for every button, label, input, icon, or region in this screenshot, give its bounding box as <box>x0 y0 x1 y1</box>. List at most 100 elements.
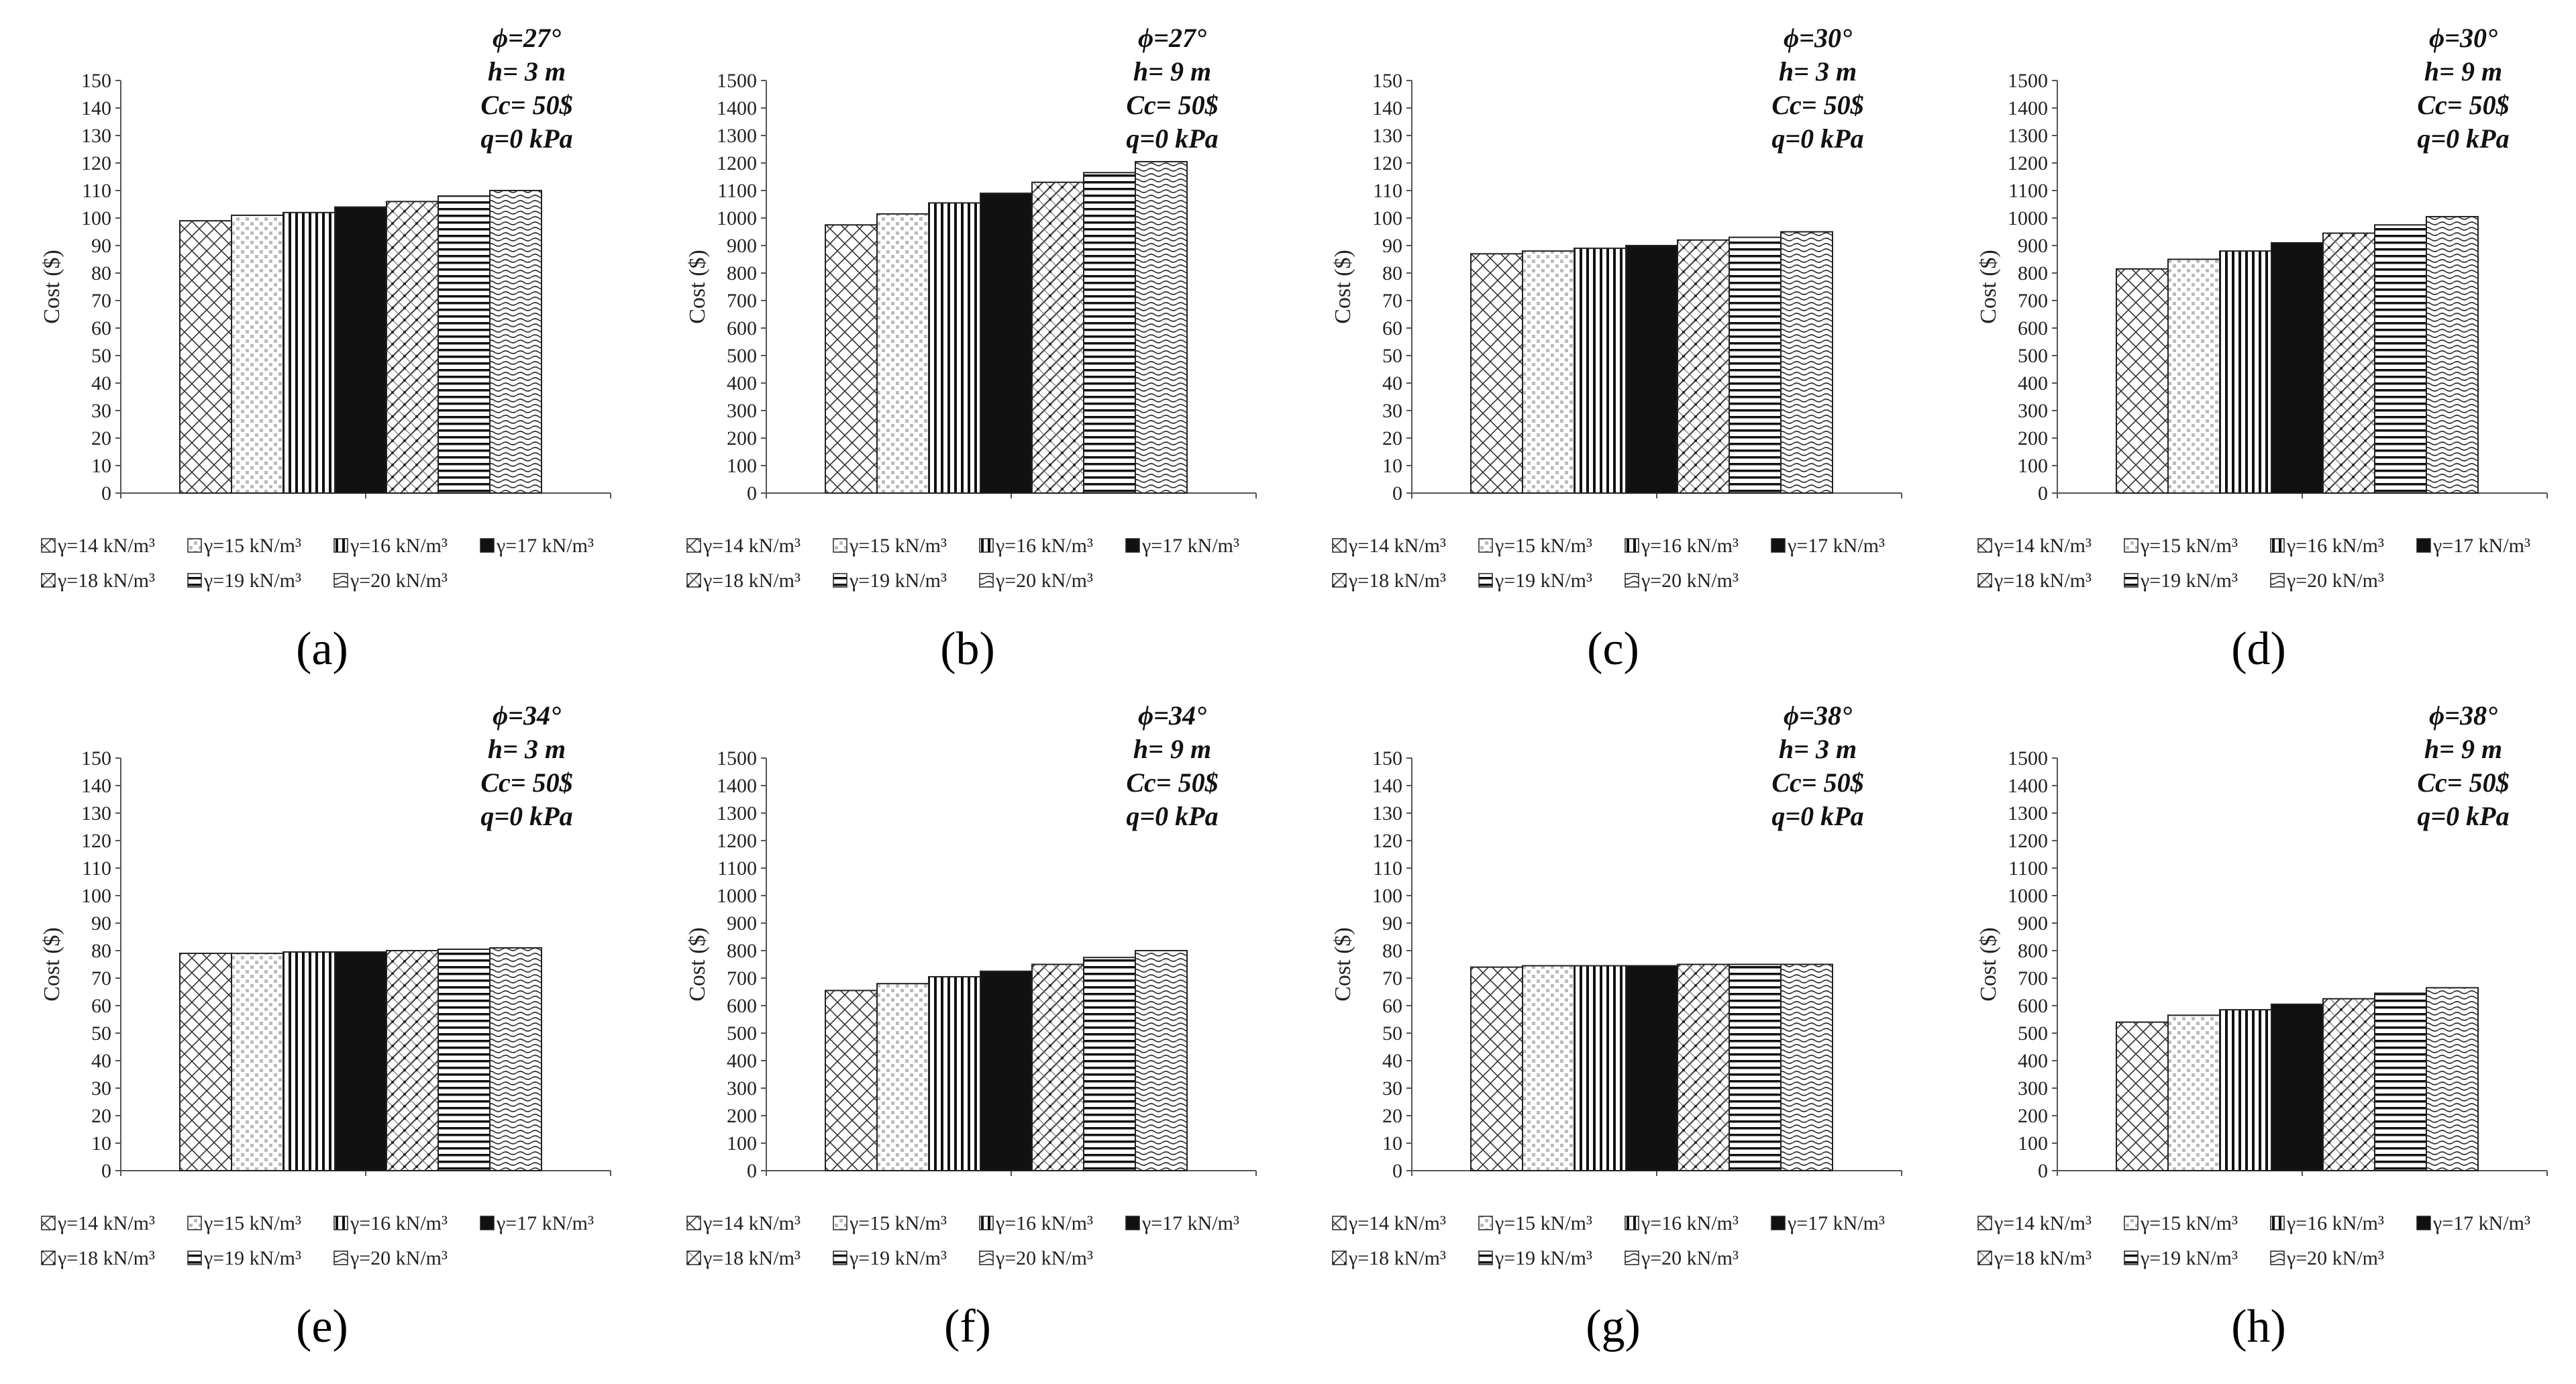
bar <box>876 213 929 494</box>
y-tick-label: 150 <box>81 70 111 92</box>
legend-swatch <box>686 1250 701 1265</box>
legend-swatch <box>1125 1216 1140 1230</box>
y-tick-label: 600 <box>2018 995 2048 1017</box>
y-tick-label: 120 <box>1372 830 1402 852</box>
panel-caption: (e) <box>296 1301 348 1352</box>
y-tick-label: 120 <box>81 830 111 852</box>
y-tick-label: 0 <box>747 482 757 504</box>
legend-label: γ=20 kN/m³ <box>1641 1247 1739 1269</box>
bar <box>231 214 284 494</box>
legend-swatch <box>833 1250 847 1265</box>
legend-label: γ=17 kN/m³ <box>1787 1212 1885 1234</box>
bar <box>2271 1003 2324 1172</box>
legend-swatch <box>1977 1216 1992 1230</box>
y-tick-label: 30 <box>91 400 111 422</box>
chart-panel: 0 100 200 300 400 500 600 700 800 900 1000 1100 1200… <box>685 700 1257 1352</box>
legend-swatch <box>480 538 495 553</box>
legend-swatch <box>979 538 994 553</box>
y-tick-label: 0 <box>747 1160 757 1182</box>
panel-caption: (h) <box>2231 1301 2286 1352</box>
legend-swatch <box>333 538 348 553</box>
parameter-annotation: q=0 kPa <box>1771 123 1863 154</box>
y-tick-label: 1000 <box>717 207 757 229</box>
bar <box>437 195 491 494</box>
panel-caption: (d) <box>2231 623 2286 675</box>
y-tick-label: 500 <box>2018 1022 2048 1045</box>
y-tick-label: 130 <box>81 802 111 824</box>
legend-swatch <box>41 1216 56 1230</box>
bar <box>282 211 336 494</box>
bar <box>1625 965 1678 1171</box>
y-tick-label: 1500 <box>717 747 757 769</box>
legend-label: γ=16 kN/m³ <box>350 535 448 557</box>
legend-label: γ=15 kN/m³ <box>849 535 947 557</box>
y-tick-label: 120 <box>81 152 111 174</box>
bar <box>928 202 981 494</box>
bar <box>1729 963 1782 1171</box>
bar <box>1031 963 1084 1171</box>
bar <box>334 951 387 1171</box>
legend-label: γ=16 kN/m³ <box>350 1212 448 1234</box>
panel-caption: (a) <box>296 623 348 675</box>
legend-label: γ=15 kN/m³ <box>2140 1212 2238 1234</box>
bar <box>1780 231 1833 494</box>
legend-swatch <box>1478 573 1493 588</box>
bar <box>2426 215 2479 494</box>
y-tick-label: 100 <box>727 455 757 477</box>
y-tick-label: 600 <box>2018 317 2048 339</box>
parameter-annotation: h= 3 m <box>1779 56 1857 87</box>
bar <box>928 975 981 1171</box>
bar <box>2167 1014 2220 1171</box>
legend-swatch <box>979 1250 994 1265</box>
y-tick-label: 100 <box>2018 455 2048 477</box>
y-tick-label: 100 <box>1372 207 1402 229</box>
bar <box>1780 963 1833 1171</box>
bar <box>2116 1021 2169 1171</box>
y-tick-label: 900 <box>2018 912 2048 935</box>
legend-label: γ=14 kN/m³ <box>57 1212 155 1234</box>
parameter-annotation: Cc= 50$ <box>2417 767 2509 798</box>
legend-swatch <box>333 1250 348 1265</box>
legend-label: γ=16 kN/m³ <box>1641 535 1739 557</box>
y-tick-label: 400 <box>2018 372 2048 394</box>
bar <box>489 947 542 1171</box>
y-tick-label: 1300 <box>717 802 757 824</box>
bar <box>1083 957 1136 1171</box>
bar <box>2116 268 2169 494</box>
y-tick-label: 10 <box>91 455 111 477</box>
legend-label: γ=19 kN/m³ <box>203 570 301 592</box>
panel-caption: (f) <box>944 1301 991 1352</box>
parameter-annotation: h= 9 m <box>1133 56 1211 87</box>
bar <box>2219 1009 2272 1171</box>
y-tick-label: 300 <box>2018 400 2048 422</box>
y-tick-label: 40 <box>91 372 111 394</box>
parameter-annotation: ϕ=34° <box>493 700 561 731</box>
legend-swatch <box>979 573 994 588</box>
y-tick-label: 140 <box>1372 775 1402 797</box>
bar <box>1031 181 1084 494</box>
parameter-annotation: ϕ=30° <box>2429 23 2497 53</box>
parameter-annotation: ϕ=27° <box>1138 23 1206 53</box>
legend-swatch <box>480 1216 495 1230</box>
y-tick-label: 50 <box>91 345 111 367</box>
bar <box>2374 992 2427 1171</box>
legend-label: γ=20 kN/m³ <box>2286 570 2384 592</box>
legend-label: γ=15 kN/m³ <box>203 535 301 557</box>
parameter-annotation: h= 9 m <box>1133 734 1211 764</box>
chart-panel: 0 100 200 300 400 500 600 700 800 900 1000 1100 1200… <box>685 23 1257 675</box>
legend-label: γ=17 kN/m³ <box>496 535 594 557</box>
legend-swatch <box>1478 538 1493 553</box>
y-tick-label: 1400 <box>2008 97 2048 119</box>
y-axis-label: Cost ($) <box>1976 250 2001 324</box>
legend-label: γ=17 kN/m³ <box>496 1212 594 1234</box>
chart-panel: 0 10 20 30 40 50 60 70 80 90 100 110 120 130 140 150 Cos… <box>40 700 611 1352</box>
parameter-annotation: h= 3 m <box>1779 734 1857 764</box>
y-tick-label: 20 <box>1382 427 1402 449</box>
bar <box>489 190 542 494</box>
legend-swatch <box>2270 538 2285 553</box>
y-tick-label: 30 <box>1382 1077 1402 1100</box>
legend-swatch <box>1625 1216 1639 1230</box>
y-tick-label: 60 <box>1382 995 1402 1017</box>
y-tick-label: 200 <box>2018 1105 2048 1127</box>
